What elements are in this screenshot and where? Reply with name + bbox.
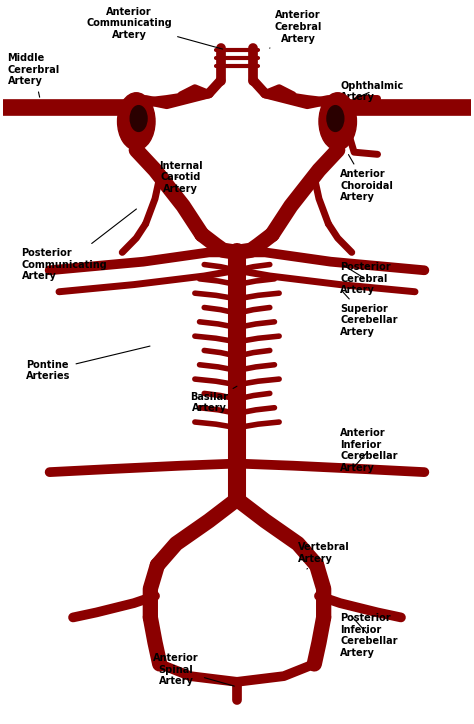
Text: Internal
Carotid
Artery: Internal Carotid Artery [159,161,202,194]
Text: Anterior
Inferior
Cerebellar
Artery: Anterior Inferior Cerebellar Artery [340,429,398,473]
Text: Anterior
Choroidal
Artery: Anterior Choroidal Artery [340,155,393,203]
Circle shape [130,106,147,132]
Text: Vertebral
Artery: Vertebral Artery [298,542,350,569]
Text: Posterior
Cerebral
Artery: Posterior Cerebral Artery [340,262,391,295]
Text: Anterior
Cerebral
Artery: Anterior Cerebral Artery [270,10,321,49]
Text: Anterior
Communicating
Artery: Anterior Communicating Artery [86,7,223,49]
Text: Middle
Cererbral
Artery: Middle Cererbral Artery [8,54,60,97]
Text: Posterior
Inferior
Cerebellar
Artery: Posterior Inferior Cerebellar Artery [340,613,398,657]
Text: Basilar
Artery: Basilar Artery [190,386,237,413]
Text: Posterior
Communicating
Artery: Posterior Communicating Artery [21,209,137,281]
Text: Pontine
Arteries: Pontine Arteries [26,346,150,382]
Text: Superior
Cerebellar
Artery: Superior Cerebellar Artery [340,291,398,337]
Circle shape [319,93,356,150]
Circle shape [327,106,344,132]
Text: Ophthalmic
Artery: Ophthalmic Artery [340,80,403,102]
Circle shape [118,93,155,150]
Text: Anterior
Spinal
Artery: Anterior Spinal Artery [153,653,234,686]
